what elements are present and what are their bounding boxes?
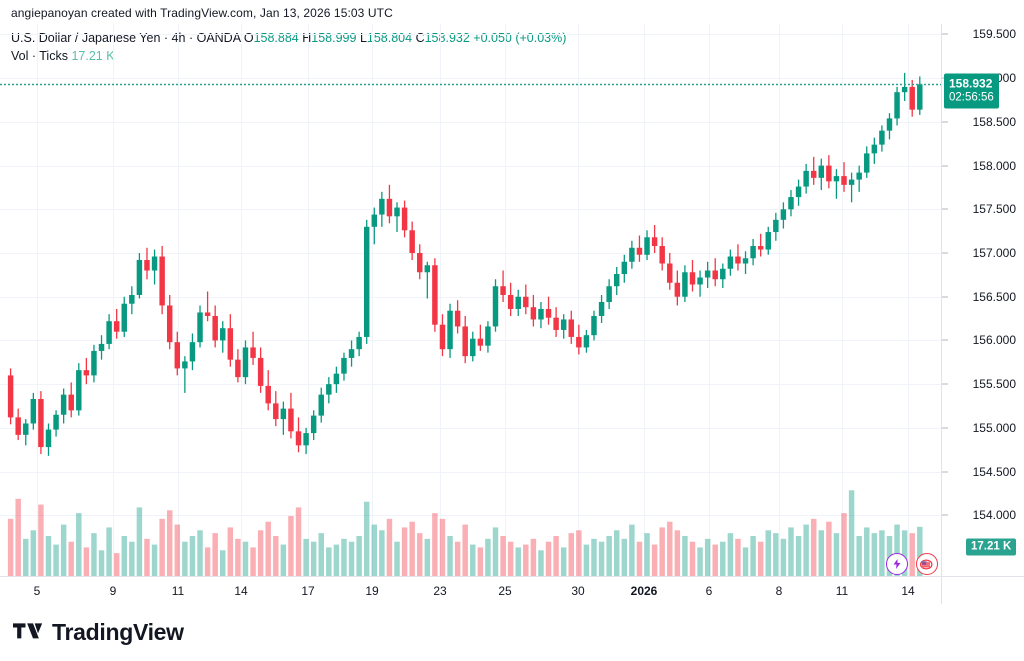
legend-high-label: H (302, 31, 312, 45)
time-axis[interactable]: 5 9 11 14 17 19 23 25 30 2026 6 8 11 14 (0, 576, 941, 604)
price-tick-dash (942, 427, 948, 429)
price-tick-dash (942, 121, 948, 123)
legend-open-label: O (243, 31, 254, 45)
legend-volume-value: 17.21 K (71, 49, 115, 63)
legend-volume-row: Vol · Ticks 17.21 K (11, 48, 566, 64)
price-tick-label: 156.500 (972, 289, 1016, 304)
price-tick-label: 158.000 (972, 158, 1016, 173)
price-tick-label: 155.000 (972, 420, 1016, 435)
price-tick-label: 155.500 (972, 377, 1016, 392)
price-tick-label: 158.500 (972, 114, 1016, 129)
price-tick-label: 159.500 (972, 27, 1016, 42)
price-tick-label: 156.000 (972, 333, 1016, 348)
price-tick-dash (942, 514, 948, 516)
price-tick-label: 157.000 (972, 246, 1016, 261)
tradingview-logo[interactable]: TradingView (13, 619, 184, 646)
price-tick-dash (942, 339, 948, 341)
legend-volume-title[interactable]: Vol · Ticks (11, 49, 68, 63)
price-tick-label: 154.500 (972, 464, 1016, 479)
time-tick-label: 9 (109, 584, 117, 598)
price-tick-dash (942, 296, 948, 298)
legend-sep-2: · (188, 31, 194, 45)
price-tick-dash (942, 252, 948, 254)
current-price-badge[interactable]: 158.932 02:56:56 (944, 73, 999, 109)
time-tick-label: 2026 (630, 584, 658, 598)
legend-low-label: L (359, 31, 367, 45)
volume-value-badge[interactable]: 17.21 K (966, 538, 1017, 556)
time-tick-label: 19 (365, 584, 379, 598)
chart-plot-area[interactable] (0, 24, 941, 576)
time-tick-label: 5 (33, 584, 41, 598)
price-axis[interactable]: 159.500159.000158.500158.000157.500157.0… (941, 24, 1024, 576)
legend-sep-1: · (163, 31, 169, 45)
time-tick-label: 23 (433, 584, 447, 598)
price-tick-dash (942, 33, 948, 35)
price-tick-dash (942, 165, 948, 167)
current-price-line (0, 83, 941, 86)
time-tick-label: 11 (835, 584, 849, 598)
lightning-bolt-icon[interactable] (886, 553, 908, 575)
tradingview-wordmark: TradingView (52, 619, 184, 645)
time-tick-label: 30 (571, 584, 585, 598)
us-flag-icon[interactable] (916, 553, 938, 575)
legend-close-label: C (415, 31, 425, 45)
time-tick-label: 17 (301, 584, 315, 598)
footer-bar: TradingView (0, 604, 1024, 661)
price-tick-dash (942, 383, 948, 385)
candlestick-series (7, 72, 923, 456)
time-tick-label: 14 (901, 584, 915, 598)
price-tick-dash (942, 208, 948, 210)
time-tick-label: 8 (775, 584, 783, 598)
bar-countdown-timer: 02:56:56 (949, 91, 994, 104)
price-tick-label: 157.500 (972, 202, 1016, 217)
price-tick-dash (942, 471, 948, 473)
attribution-text: angiepanoyan created with TradingView.co… (11, 6, 393, 20)
time-tick-label: 6 (705, 584, 713, 598)
time-axis-corner (941, 576, 1024, 604)
price-tick-label: 154.000 (972, 508, 1016, 523)
current-price-value: 158.932 (949, 76, 993, 91)
time-tick-label: 25 (498, 584, 512, 598)
time-tick-label: 14 (234, 584, 248, 598)
tradingview-mark-icon (13, 623, 43, 639)
time-tick-label: 11 (171, 584, 185, 598)
